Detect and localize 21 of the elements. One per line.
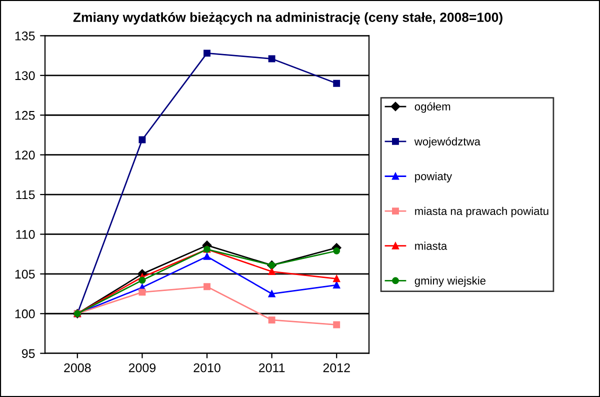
y-tick-label: 95 <box>22 349 35 358</box>
y-tick-label: 125 <box>15 110 35 120</box>
legend-label: ogółem <box>414 102 450 113</box>
y-tick-label: 120 <box>15 150 35 160</box>
x-tick-label: 2011 <box>258 363 285 372</box>
chart-title: Zmiany wydatków bieżących na administrację (ceny stałe, 2008=100) <box>73 12 502 25</box>
y-tick-label: 130 <box>15 71 35 80</box>
legend-label: powiaty <box>415 172 452 182</box>
y-tick-label: 100 <box>15 309 35 318</box>
x-tick-label: 2012 <box>323 363 350 372</box>
legend-label: miasta na prawach powiatu <box>415 206 548 218</box>
y-tick-label: 105 <box>15 270 35 279</box>
x-tick-label: 2008 <box>64 363 91 372</box>
legend-label: miasta <box>415 242 448 250</box>
legend-label: województwa <box>414 137 480 148</box>
legend-label: gminy wiejskie <box>414 276 486 287</box>
y-tick-label: 110 <box>16 230 35 239</box>
x-tick-label: 2009 <box>128 363 156 372</box>
y-tick-label: 135 <box>15 32 35 40</box>
x-tick-label: 2010 <box>194 363 220 372</box>
y-tick-label: 115 <box>16 190 35 200</box>
